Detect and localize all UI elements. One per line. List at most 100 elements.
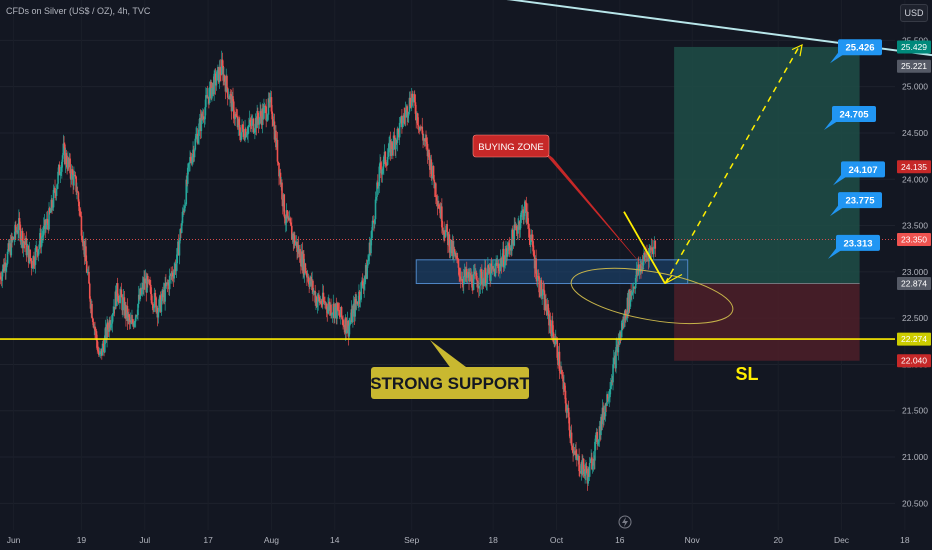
candle-body [483,278,485,287]
candle-body [435,183,437,198]
candle-body [633,286,635,289]
candle-body [392,135,395,150]
candle-body [75,176,77,192]
x-tick-label: 17 [203,535,213,545]
candle-body [30,260,33,269]
candle-body [609,386,612,390]
candle-body [223,75,226,82]
candle-body [266,114,269,120]
candle-body [349,320,352,323]
candle-body [265,106,267,121]
candle-body [62,143,65,156]
candle-body [18,218,21,225]
buying-zone-pointer [540,148,650,275]
candle-body [320,301,323,305]
candle-body [597,439,600,443]
candle-body [58,164,61,176]
candle-body [654,240,657,249]
candle-body [107,322,109,330]
candle-body [89,298,92,309]
candle-body [562,376,565,390]
candle-body [158,299,160,312]
candle-body [466,274,469,278]
candle-body [152,304,154,309]
candle-body [404,110,407,118]
x-tick-label: Nov [685,535,701,545]
candle-body [226,76,228,88]
candle-body [411,93,414,102]
candle-body [235,116,238,117]
candle-body [276,139,279,162]
candle-body [407,115,409,118]
candle-body [165,282,168,286]
candle-body [632,286,635,292]
price-axis[interactable]: 20.50021.00021.50022.00022.50023.00023.5… [897,35,931,508]
candle-body [430,159,433,179]
candle-body [10,236,13,256]
candle-body [530,239,532,245]
candle-body [1,271,4,281]
callout-value: 23.775 [845,196,875,207]
price-tag-value: 24.135 [901,162,927,172]
candle-body [252,118,255,133]
candle-body [134,315,137,322]
candle-body [45,224,47,230]
candle-body [273,121,276,140]
candle-body [307,276,310,283]
candle-body [46,218,49,224]
candle-body [459,276,462,281]
candle-body [122,299,124,311]
candle-body [609,389,611,398]
candle-body [588,462,591,477]
candle-body [238,119,240,125]
candle-body [367,255,370,261]
candle-body [106,322,108,340]
candle-body [385,164,387,165]
price-tag-value: 22.274 [901,334,927,344]
candle-body [508,243,510,246]
x-tick-label: 18 [900,535,910,545]
price-tag-box [897,277,931,291]
candle-body [233,118,236,120]
candle-body [377,185,380,189]
candle-body [506,250,509,257]
candle-body [290,222,292,227]
candle-body [126,305,129,321]
candle-body [195,136,197,139]
candle-body [359,299,362,301]
candle-body [342,319,344,325]
candle-body [42,225,45,236]
candle-body [524,201,526,214]
candle-body [5,267,7,271]
candle-body [78,201,80,211]
candle-body [131,318,134,323]
price-tag-box [897,59,931,73]
candle-body [94,330,97,332]
candle-body [146,275,149,282]
candle-body [454,252,457,258]
buying-zone-box [415,259,689,285]
candle-body [620,329,623,337]
candle-body [97,349,99,351]
candle-body [507,243,510,251]
candle-body [81,235,83,242]
candle-body [443,230,445,235]
callout-box [832,105,876,122]
candle-body [625,317,628,320]
candle-body [283,194,286,217]
candle-body [523,213,525,220]
time-axis[interactable]: Jun 19 Jul 17 Aug 14 Sep 18 Oct 16 Nov 20 Dec 18 [7,535,910,545]
candle-body [478,285,481,289]
candle-body [96,340,99,350]
candle-body [484,267,487,286]
candle-body [567,407,570,418]
candle-body [153,292,156,308]
currency-button[interactable]: USD [900,4,928,22]
candle-body [391,141,393,150]
candle-body [461,278,464,283]
candle-body [150,284,152,295]
price-tag-value: 22.874 [901,279,927,289]
candle-body [356,301,359,305]
x-tick-label: 14 [330,535,340,545]
